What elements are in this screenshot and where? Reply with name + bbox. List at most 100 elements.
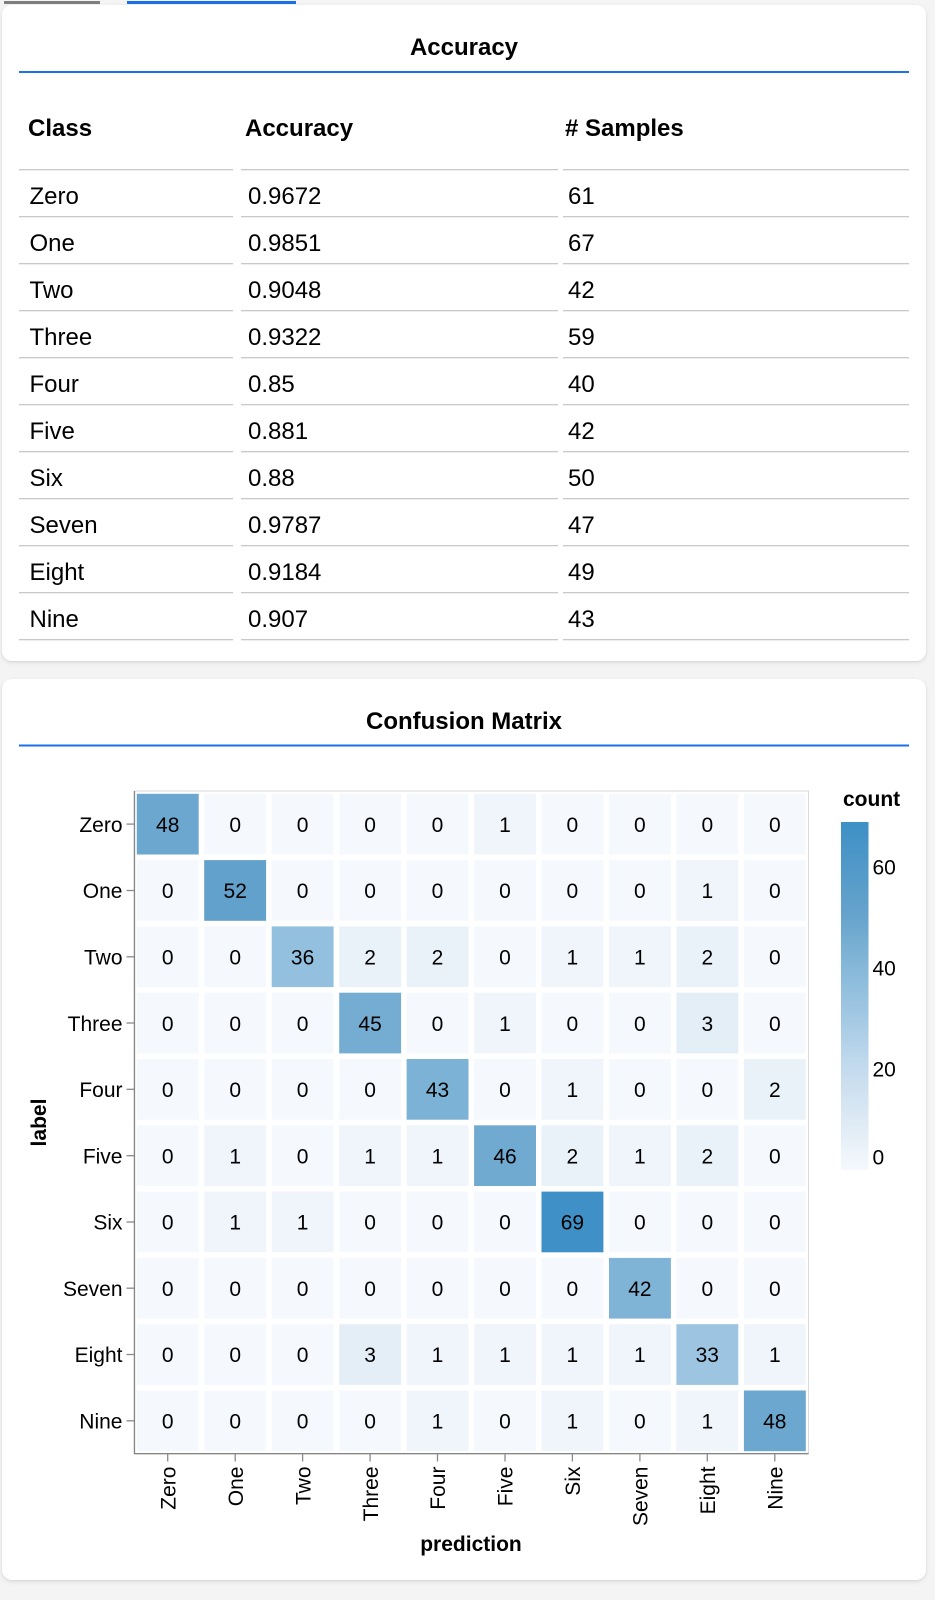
svg-text:0: 0 xyxy=(769,814,781,837)
svg-text:0: 0 xyxy=(769,1013,781,1036)
svg-text:Seven: Seven xyxy=(30,512,98,539)
svg-text:0: 0 xyxy=(297,814,309,837)
svg-text:60: 60 xyxy=(873,857,896,880)
svg-text:Four: Four xyxy=(427,1467,450,1510)
svg-text:0: 0 xyxy=(229,1344,241,1367)
svg-text:1: 1 xyxy=(432,1411,444,1434)
svg-text:1: 1 xyxy=(567,947,579,970)
svg-text:0: 0 xyxy=(364,1278,376,1301)
svg-text:0: 0 xyxy=(229,814,241,837)
svg-text:0: 0 xyxy=(162,1411,174,1434)
svg-text:1: 1 xyxy=(229,1212,241,1235)
svg-text:0: 0 xyxy=(162,947,174,970)
svg-text:0: 0 xyxy=(567,1013,579,1036)
svg-text:Eight: Eight xyxy=(75,1344,123,1367)
svg-text:0: 0 xyxy=(229,947,241,970)
svg-text:0: 0 xyxy=(701,1278,713,1301)
svg-text:0: 0 xyxy=(432,1278,444,1301)
svg-text:Three: Three xyxy=(30,324,93,351)
svg-text:52: 52 xyxy=(224,880,247,903)
svg-text:1: 1 xyxy=(567,1079,579,1102)
svg-text:0.85: 0.85 xyxy=(248,371,295,398)
svg-text:Five: Five xyxy=(30,418,75,445)
svg-text:0: 0 xyxy=(634,1411,646,1434)
svg-text:0: 0 xyxy=(432,880,444,903)
svg-text:0: 0 xyxy=(364,1212,376,1235)
svg-text:1: 1 xyxy=(499,814,511,837)
svg-text:1: 1 xyxy=(701,1411,713,1434)
svg-text:40: 40 xyxy=(568,371,595,398)
svg-text:Accuracy: Accuracy xyxy=(410,34,519,61)
svg-text:0: 0 xyxy=(364,880,376,903)
svg-text:0: 0 xyxy=(297,880,309,903)
svg-text:0: 0 xyxy=(567,1278,579,1301)
svg-text:2: 2 xyxy=(432,947,444,970)
svg-text:59: 59 xyxy=(568,324,595,351)
svg-text:count: count xyxy=(843,788,900,811)
svg-text:0: 0 xyxy=(229,1013,241,1036)
svg-text:One: One xyxy=(83,880,123,903)
svg-text:Zero: Zero xyxy=(30,183,79,210)
svg-text:42: 42 xyxy=(628,1278,651,1301)
svg-text:33: 33 xyxy=(696,1344,719,1367)
svg-text:Two: Two xyxy=(292,1467,315,1506)
svg-text:Six: Six xyxy=(30,465,63,492)
svg-text:0: 0 xyxy=(432,814,444,837)
svg-text:1: 1 xyxy=(769,1344,781,1367)
svg-text:67: 67 xyxy=(568,230,595,257)
svg-text:0: 0 xyxy=(297,1145,309,1168)
svg-text:2: 2 xyxy=(567,1145,579,1168)
svg-text:0.881: 0.881 xyxy=(248,418,308,445)
svg-text:1: 1 xyxy=(634,1145,646,1168)
svg-text:46: 46 xyxy=(493,1145,516,1168)
svg-text:Four: Four xyxy=(79,1079,122,1102)
svg-text:0: 0 xyxy=(634,814,646,837)
svg-text:Two: Two xyxy=(30,277,74,304)
svg-text:0: 0 xyxy=(162,1212,174,1235)
svg-text:Eight: Eight xyxy=(30,559,85,586)
svg-text:43: 43 xyxy=(426,1079,449,1102)
svg-text:0: 0 xyxy=(769,1212,781,1235)
svg-text:20: 20 xyxy=(873,1059,896,1082)
svg-text:0: 0 xyxy=(499,1079,511,1102)
svg-text:0: 0 xyxy=(162,1079,174,1102)
svg-text:0.9048: 0.9048 xyxy=(248,277,321,304)
svg-text:1: 1 xyxy=(567,1344,579,1367)
svg-text:1: 1 xyxy=(229,1145,241,1168)
svg-text:1: 1 xyxy=(499,1013,511,1036)
svg-text:Nine: Nine xyxy=(765,1467,788,1510)
svg-text:0: 0 xyxy=(297,1278,309,1301)
svg-text:0: 0 xyxy=(499,880,511,903)
svg-text:Zero: Zero xyxy=(79,814,122,837)
svg-text:1: 1 xyxy=(634,1344,646,1367)
svg-text:Nine: Nine xyxy=(79,1411,122,1434)
svg-text:49: 49 xyxy=(568,559,595,586)
svg-text:0: 0 xyxy=(701,1212,713,1235)
svg-text:0: 0 xyxy=(162,1344,174,1367)
svg-text:0: 0 xyxy=(634,1013,646,1036)
svg-text:0: 0 xyxy=(364,814,376,837)
svg-text:0: 0 xyxy=(432,1212,444,1235)
svg-text:2: 2 xyxy=(769,1079,781,1102)
svg-text:0: 0 xyxy=(769,947,781,970)
svg-text:0: 0 xyxy=(162,1013,174,1036)
svg-text:0.9851: 0.9851 xyxy=(248,230,321,257)
svg-text:2: 2 xyxy=(364,947,376,970)
svg-text:42: 42 xyxy=(568,418,595,445)
svg-text:Confusion Matrix: Confusion Matrix xyxy=(366,708,563,735)
svg-text:Five: Five xyxy=(495,1467,518,1507)
svg-text:69: 69 xyxy=(561,1212,584,1235)
svg-text:45: 45 xyxy=(358,1013,381,1036)
svg-text:1: 1 xyxy=(701,880,713,903)
svg-text:0: 0 xyxy=(364,1079,376,1102)
svg-text:Six: Six xyxy=(93,1212,123,1235)
svg-text:Six: Six xyxy=(562,1466,585,1496)
svg-text:One: One xyxy=(225,1467,248,1507)
svg-text:label: label xyxy=(28,1099,51,1147)
svg-text:Three: Three xyxy=(360,1467,383,1522)
svg-text:prediction: prediction xyxy=(420,1533,522,1556)
svg-text:Class: Class xyxy=(28,115,92,142)
svg-text:3: 3 xyxy=(364,1344,376,1367)
svg-text:Five: Five xyxy=(83,1145,123,1168)
svg-text:0: 0 xyxy=(634,1079,646,1102)
